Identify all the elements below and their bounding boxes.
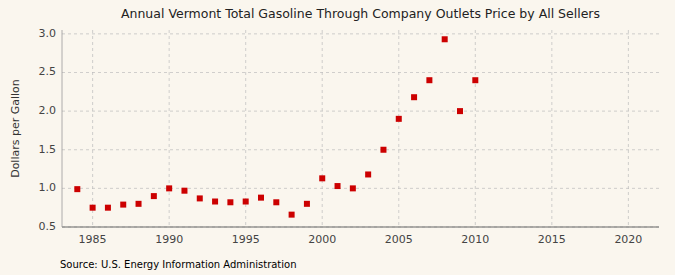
point <box>181 188 187 194</box>
point <box>197 195 203 201</box>
point <box>166 185 172 191</box>
x-axis-line <box>62 227 659 228</box>
title: Annual Vermont Total Gasoline Through Co… <box>121 6 600 21</box>
point <box>74 186 80 192</box>
chart: 0.5 1.0 1.5 2.0 2.5 3.0 1985 1990 1995 2000 2005 20… <box>0 0 675 275</box>
point <box>457 108 463 114</box>
point <box>273 199 279 205</box>
grid-line-y <box>62 149 659 150</box>
point <box>120 202 126 208</box>
grid-line-x <box>398 30 399 227</box>
x-tick-label: 2010 <box>461 233 489 246</box>
grid-line-y <box>62 111 659 112</box>
x-tick-label: 2000 <box>308 233 336 246</box>
point <box>380 147 386 153</box>
grid-line-y <box>62 72 659 73</box>
point <box>304 201 310 207</box>
grid-line-x <box>551 30 552 227</box>
axes: 0.5 1.0 1.5 2.0 2.5 3.0 1985 1990 1995 2000 2005 20… <box>39 27 660 246</box>
point <box>350 185 356 191</box>
grid-line-y <box>62 227 659 228</box>
point <box>319 175 325 181</box>
y-tick-label: 2.0 <box>39 104 57 117</box>
point <box>365 171 371 177</box>
x-tick-label: 1990 <box>155 233 183 246</box>
point <box>258 195 264 201</box>
x-tick-label: 2005 <box>385 233 413 246</box>
grid <box>62 30 659 227</box>
y-tick-label: 3.0 <box>39 27 57 40</box>
source-note: Source: U.S. Energy Information Administ… <box>60 259 297 270</box>
grid-line-x <box>169 30 170 227</box>
point <box>90 205 96 211</box>
grid-line-x <box>245 30 246 227</box>
grid-line-x <box>475 30 476 227</box>
point <box>227 199 233 205</box>
point <box>212 199 218 205</box>
point <box>105 205 111 211</box>
grid-line-x <box>322 30 323 227</box>
point <box>442 36 448 42</box>
point <box>396 116 402 122</box>
x-tick-label: 1995 <box>232 233 260 246</box>
y-axis-line <box>62 30 63 227</box>
point <box>243 199 249 205</box>
point <box>151 193 157 199</box>
grid-line-y <box>62 188 659 189</box>
point <box>472 77 478 83</box>
x-tick-label: 2015 <box>538 233 566 246</box>
point <box>426 77 432 83</box>
y-tick-label: 1.0 <box>39 181 57 194</box>
grid-line-x <box>92 30 93 227</box>
grid-line-x <box>628 30 629 227</box>
x-tick-label: 1985 <box>79 233 107 246</box>
points <box>74 36 478 217</box>
y-axis-label: Dollars per Gallon <box>9 79 22 178</box>
point <box>411 94 417 100</box>
y-tick-label: 0.5 <box>39 220 57 233</box>
grid-line-y <box>62 33 659 34</box>
point <box>136 201 142 207</box>
y-tick-label: 1.5 <box>39 143 57 156</box>
y-tick-label: 2.5 <box>39 65 57 78</box>
point <box>289 212 295 218</box>
x-tick-label: 2020 <box>614 233 642 246</box>
point <box>335 183 341 189</box>
